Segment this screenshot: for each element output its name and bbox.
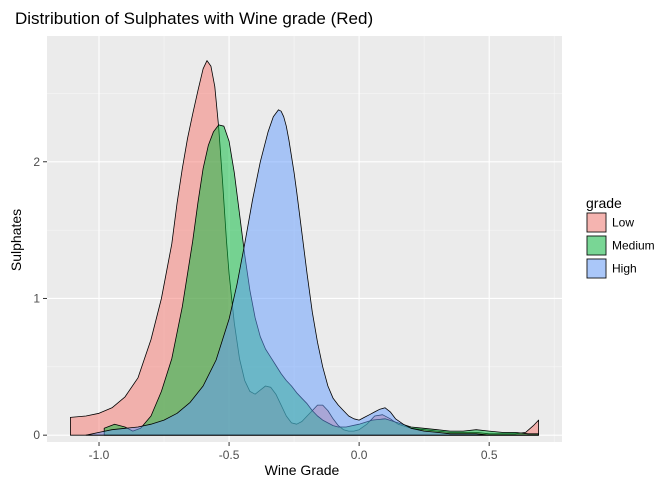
x-tick-label: 0.0 xyxy=(351,448,368,462)
legend-label-low: Low xyxy=(612,216,634,230)
legend-key-high xyxy=(586,258,607,279)
legend-label-medium: Medium xyxy=(612,239,655,253)
y-tick-label: 2 xyxy=(33,155,40,169)
y-axis-title: Sulphates xyxy=(8,209,24,271)
x-axis-title: Wine Grade xyxy=(265,462,340,478)
x-tick-label: -0.5 xyxy=(219,448,240,462)
density-areas xyxy=(70,60,539,436)
legend: grade Low Medium High xyxy=(586,195,655,279)
legend-key-medium xyxy=(586,235,607,256)
density-area-high xyxy=(85,109,539,436)
y-tick-label: 0 xyxy=(33,428,40,442)
x-axis: -1.0 -0.5 0.0 0.5 xyxy=(89,442,498,462)
y-tick-label: 1 xyxy=(33,291,40,305)
legend-title: grade xyxy=(586,195,622,211)
x-tick-label: -1.0 xyxy=(89,448,110,462)
legend-key-low xyxy=(586,212,607,233)
grid-lines xyxy=(47,36,562,442)
chart-title: Distribution of Sulphates with Wine grad… xyxy=(15,9,373,28)
x-tick-label: 0.5 xyxy=(481,448,498,462)
legend-label-high: High xyxy=(612,262,637,276)
y-axis: 0 1 2 xyxy=(33,155,47,442)
